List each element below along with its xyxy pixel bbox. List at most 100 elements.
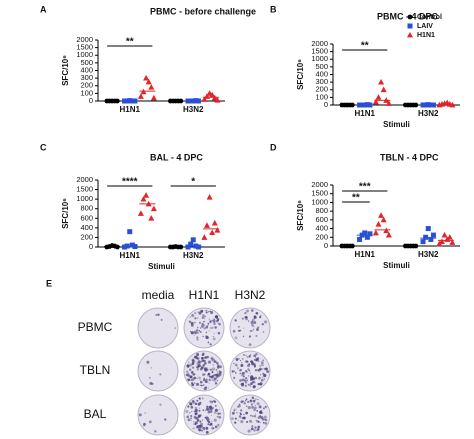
spot bbox=[214, 425, 218, 429]
spot bbox=[260, 363, 264, 367]
spot bbox=[196, 368, 199, 371]
spot bbox=[193, 376, 197, 380]
spot bbox=[205, 325, 209, 329]
spot bbox=[251, 427, 254, 430]
spot bbox=[263, 415, 267, 419]
spot bbox=[209, 368, 212, 371]
spot bbox=[253, 385, 256, 388]
spot bbox=[260, 361, 264, 365]
spot bbox=[234, 336, 238, 340]
spot bbox=[215, 368, 218, 371]
spot bbox=[251, 323, 254, 327]
spot bbox=[233, 370, 235, 372]
spot bbox=[256, 410, 259, 412]
spot bbox=[155, 314, 158, 316]
y-tick-label: 2000 bbox=[76, 35, 93, 44]
point bbox=[372, 229, 379, 236]
point bbox=[428, 236, 434, 242]
y-tick-label: 500 bbox=[80, 58, 93, 67]
spot bbox=[216, 318, 220, 322]
point bbox=[150, 94, 157, 101]
spot bbox=[201, 397, 204, 400]
legend-marker bbox=[407, 32, 413, 38]
spot bbox=[211, 400, 214, 403]
spot bbox=[194, 332, 196, 334]
spot bbox=[212, 336, 214, 338]
spot bbox=[207, 368, 210, 371]
spot bbox=[254, 355, 256, 357]
spot bbox=[209, 327, 212, 329]
y-tick-label: 0 bbox=[89, 242, 93, 251]
spot bbox=[253, 359, 255, 361]
spot bbox=[237, 405, 240, 408]
point bbox=[214, 227, 221, 233]
y-tick-label: 400 bbox=[80, 223, 93, 232]
spot bbox=[238, 329, 241, 332]
spot bbox=[196, 331, 199, 334]
spot bbox=[262, 359, 265, 362]
spot bbox=[194, 334, 196, 336]
spot bbox=[208, 311, 210, 313]
spot bbox=[214, 405, 217, 407]
spot bbox=[218, 415, 222, 419]
spot bbox=[244, 381, 248, 384]
spot bbox=[199, 363, 201, 365]
x-axis-label: Stimuli bbox=[383, 261, 410, 270]
spot bbox=[240, 364, 244, 368]
x-tick-label: H3N2 bbox=[183, 251, 204, 260]
spot bbox=[197, 414, 200, 417]
spot bbox=[259, 411, 263, 414]
spot bbox=[240, 420, 244, 424]
y-tick-label: 400 bbox=[315, 69, 328, 78]
panel-letter: D bbox=[270, 142, 277, 152]
spot bbox=[189, 402, 193, 406]
spot bbox=[236, 411, 238, 414]
legend-marker bbox=[407, 14, 413, 20]
spot bbox=[203, 320, 205, 323]
chart-title: PBMC - before challenge bbox=[150, 6, 256, 16]
spot bbox=[200, 365, 202, 367]
spot bbox=[247, 375, 250, 377]
spot bbox=[255, 419, 258, 422]
spot bbox=[233, 362, 235, 365]
spot bbox=[216, 370, 218, 372]
spot bbox=[202, 335, 204, 338]
spot bbox=[213, 411, 216, 414]
spot bbox=[164, 418, 167, 421]
spot bbox=[255, 334, 258, 337]
spot bbox=[194, 423, 197, 426]
spot bbox=[202, 364, 205, 367]
spot bbox=[143, 422, 146, 426]
spot bbox=[258, 378, 260, 380]
spot bbox=[204, 368, 208, 372]
spot bbox=[246, 420, 249, 424]
point bbox=[367, 231, 373, 237]
y-tick-label: 0 bbox=[324, 241, 328, 250]
y-tick-label: 200 bbox=[315, 85, 328, 94]
spot bbox=[209, 400, 212, 403]
spot bbox=[204, 356, 208, 359]
point bbox=[206, 194, 213, 200]
spot bbox=[249, 419, 252, 423]
x-tick-label: H3N2 bbox=[418, 250, 439, 259]
spot bbox=[211, 367, 216, 371]
spot bbox=[241, 358, 244, 360]
spot bbox=[188, 320, 192, 323]
spot bbox=[214, 408, 218, 412]
row-label: PBMC bbox=[78, 320, 113, 334]
spot bbox=[149, 381, 153, 385]
spot bbox=[190, 420, 192, 422]
spot bbox=[192, 371, 194, 373]
column-label: media bbox=[142, 288, 175, 302]
spot bbox=[249, 372, 251, 374]
column-label: H3N2 bbox=[235, 288, 266, 302]
y-tick-label: 1000 bbox=[311, 54, 328, 63]
spot bbox=[200, 357, 204, 360]
spot bbox=[207, 372, 210, 375]
spot bbox=[247, 429, 251, 433]
spot bbox=[205, 311, 208, 314]
spot bbox=[233, 376, 236, 379]
point bbox=[185, 244, 191, 250]
spot bbox=[205, 309, 208, 312]
point bbox=[438, 238, 445, 245]
